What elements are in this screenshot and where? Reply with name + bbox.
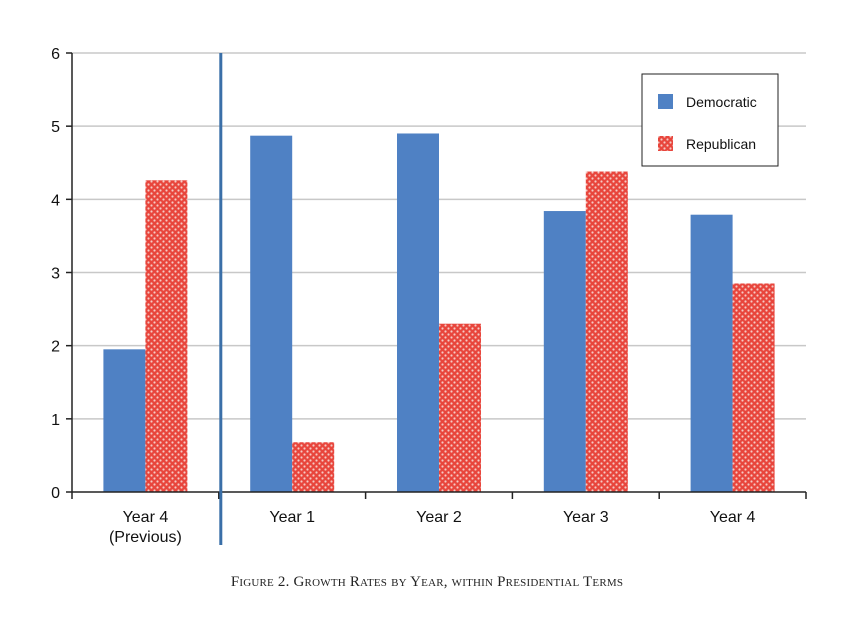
chart-title: Figure 2. Growth Rates by Year, within P… xyxy=(230,574,624,590)
x-category-label: Year 4 xyxy=(123,509,169,526)
y-tick-label: 4 xyxy=(51,192,60,209)
bar-democratic-2 xyxy=(397,133,439,492)
x-category-label: Year 4 xyxy=(710,509,756,526)
y-tick-label: 1 xyxy=(51,412,60,429)
bar-republican-1 xyxy=(292,442,335,492)
x-category-label: Year 3 xyxy=(563,509,609,526)
x-category-label: (Previous) xyxy=(109,529,182,546)
y-tick-label: 3 xyxy=(51,266,60,283)
legend-swatch-democratic xyxy=(658,94,673,109)
legend-label-republican: Republican xyxy=(686,136,756,152)
bar-republican-2 xyxy=(439,323,481,492)
bar-republican-4 xyxy=(732,283,775,492)
y-tick-label: 2 xyxy=(51,339,60,356)
y-tick-label: 0 xyxy=(51,485,60,502)
bar-republican-3 xyxy=(585,171,628,492)
y-tick-label: 5 xyxy=(51,119,60,136)
x-category-label: Year 2 xyxy=(416,509,462,526)
bar-democratic-4 xyxy=(690,214,733,492)
bar-democratic-0 xyxy=(103,349,146,492)
y-tick-label: 6 xyxy=(51,46,60,63)
x-category-label: Year 1 xyxy=(269,509,315,526)
bar-democratic-1 xyxy=(250,135,293,492)
legend-box xyxy=(641,73,779,167)
bar-democratic-3 xyxy=(543,211,586,493)
bar-republican-0 xyxy=(145,180,188,492)
legend-swatch-republican xyxy=(658,136,673,151)
legend-label-democratic: Democratic xyxy=(686,94,757,110)
